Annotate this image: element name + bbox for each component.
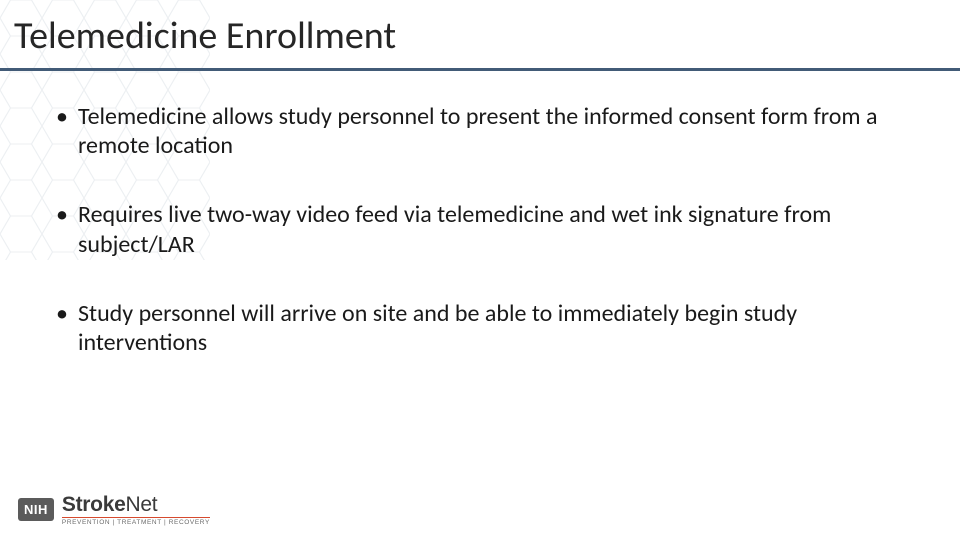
footer-logo-group: NIH StrokeNet PREVENTION | TREATMENT | R… bbox=[18, 494, 210, 527]
slide: Telemedicine Enrollment Telemedicine all… bbox=[0, 0, 960, 540]
strokenet-tagline: PREVENTION | TREATMENT | RECOVERY bbox=[62, 517, 210, 527]
nih-badge: NIH bbox=[18, 498, 54, 521]
brand-suffix: Net bbox=[125, 493, 157, 516]
strokenet-logo: StrokeNet PREVENTION | TREATMENT | RECOV… bbox=[62, 494, 210, 527]
bullet-list: Telemedicine allows study personnel to p… bbox=[56, 102, 900, 358]
title-region: Telemedicine Enrollment bbox=[0, 0, 960, 58]
slide-title: Telemedicine Enrollment bbox=[14, 16, 960, 58]
bullet-item: Telemedicine allows study personnel to p… bbox=[56, 102, 900, 161]
bullet-item: Requires live two-way video feed via tel… bbox=[56, 200, 900, 259]
bullet-item: Study personnel will arrive on site and … bbox=[56, 299, 900, 358]
content-region: Telemedicine allows study personnel to p… bbox=[0, 58, 960, 358]
brand-main: Stroke bbox=[62, 493, 126, 516]
strokenet-brand: StrokeNet bbox=[62, 494, 210, 515]
